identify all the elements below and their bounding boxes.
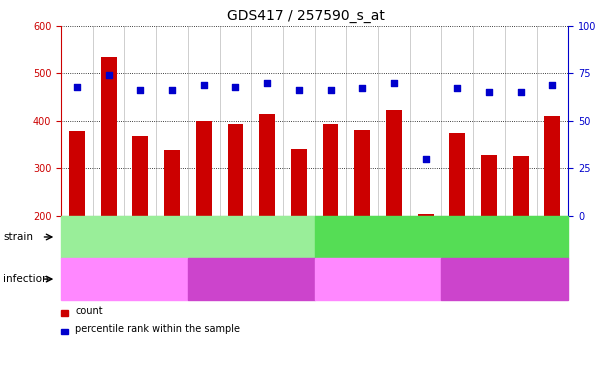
Bar [354, 130, 370, 216]
Point [167, 87, 177, 93]
Point [357, 86, 367, 92]
Point [484, 89, 494, 95]
Point [136, 87, 145, 93]
Bar [227, 124, 243, 216]
Text: pathogen: pathogen [355, 274, 401, 284]
Point [230, 83, 240, 89]
Bar [513, 157, 529, 216]
Bar [291, 149, 307, 216]
Bar [259, 113, 275, 216]
Bar [164, 150, 180, 216]
Bar [544, 116, 560, 216]
Bar [323, 124, 338, 216]
Text: wild type: wild type [419, 232, 464, 242]
Point [547, 82, 557, 87]
Point [72, 83, 82, 89]
Text: control: control [488, 274, 522, 284]
Text: pathogen: pathogen [101, 274, 148, 284]
Point [104, 72, 114, 78]
Point [389, 80, 399, 86]
Bar [449, 133, 465, 216]
Point [326, 87, 335, 93]
Bar [196, 121, 211, 216]
Point [199, 82, 208, 87]
Text: count: count [75, 306, 103, 316]
Bar [101, 57, 117, 216]
Point [294, 87, 304, 93]
Point [262, 80, 272, 86]
Text: infection: infection [3, 274, 49, 284]
Bar [386, 110, 402, 216]
Bar [69, 131, 85, 216]
Text: strain: strain [3, 232, 33, 242]
Text: percentile rank within the sample: percentile rank within the sample [75, 324, 240, 335]
Point [516, 89, 525, 95]
Bar [418, 214, 434, 216]
Text: callose synthase deficient mutant: callose synthase deficient mutant [105, 232, 271, 242]
Point [452, 86, 462, 92]
Text: control: control [235, 274, 268, 284]
Point [421, 156, 431, 162]
Bar [481, 155, 497, 216]
Text: GDS417 / 257590_s_at: GDS417 / 257590_s_at [227, 9, 384, 23]
Bar [133, 137, 148, 216]
